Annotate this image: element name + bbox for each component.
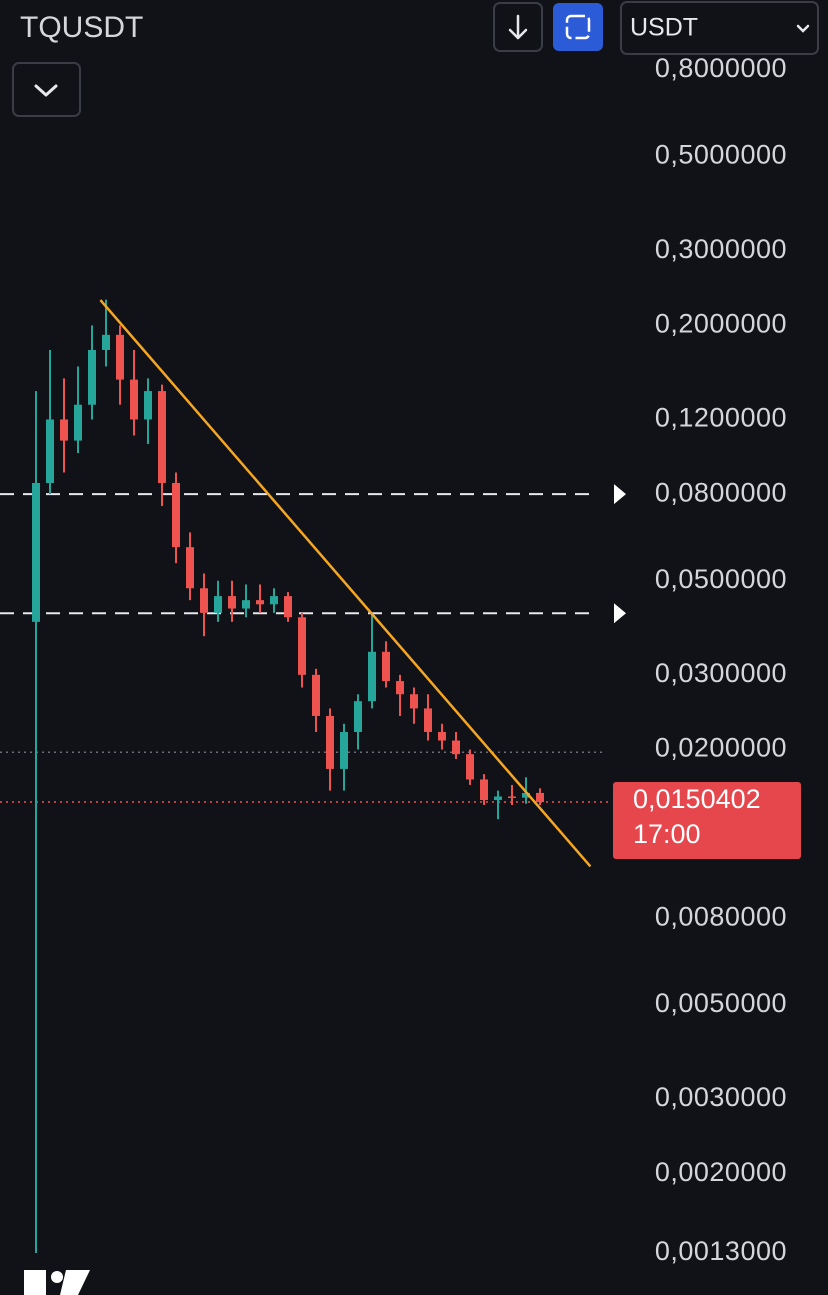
- candle-body: [130, 379, 138, 420]
- candle-body: [438, 731, 446, 741]
- candle-body: [522, 792, 530, 798]
- currency-select[interactable]: USDT: [620, 1, 819, 55]
- candle-body: [214, 596, 222, 613]
- arrow-icon: [508, 14, 528, 40]
- logo-part: [60, 1270, 90, 1295]
- plot-area: 0,8000000 0,5000000 0,3000000 0,2000000 0,12…: [0, 53, 801, 1266]
- candle-body: [480, 779, 488, 801]
- candle-body: [186, 547, 194, 589]
- y-tick-label: 0,1200000: [655, 403, 787, 433]
- candle-body: [354, 701, 362, 732]
- y-tick-label: 0,0050000: [655, 988, 787, 1018]
- candle-body: [410, 694, 418, 709]
- y-tick-label: 0,0030000: [655, 1082, 787, 1112]
- candle-body: [536, 792, 544, 803]
- candle-body: [116, 334, 124, 380]
- candle-body: [396, 681, 404, 695]
- candle-body: [298, 617, 306, 675]
- line-arrow: [614, 484, 626, 505]
- select-chevron: [796, 24, 810, 33]
- price-badge: [613, 782, 801, 860]
- price-badge-value: 0,0150402: [633, 784, 761, 814]
- candle-body: [508, 796, 516, 798]
- candle-body: [452, 740, 460, 755]
- candle-body: [368, 651, 376, 702]
- y-tick-label: 0,0500000: [655, 564, 787, 594]
- candle-body: [60, 419, 68, 441]
- candle-body: [144, 391, 152, 420]
- logo-part: [51, 1271, 63, 1283]
- y-tick-label: 0,3000000: [655, 234, 787, 264]
- symbol-title: TQUSDT: [20, 11, 143, 44]
- logo-part: [24, 1270, 46, 1295]
- candle-body: [200, 588, 208, 613]
- y-tick-label: 0,0800000: [655, 477, 787, 507]
- download-button[interactable]: [493, 2, 543, 52]
- candle-body: [88, 349, 96, 405]
- currency-label: USDT: [630, 14, 698, 42]
- y-tick-label: 0,0080000: [655, 901, 787, 931]
- candle-body: [494, 796, 502, 801]
- candle-body: [228, 596, 236, 609]
- candle-body: [340, 731, 348, 769]
- line-arrow: [614, 603, 626, 624]
- candle-body: [242, 600, 250, 609]
- y-tick-label: 0,0013000: [655, 1236, 787, 1266]
- candle-body: [158, 391, 166, 483]
- logo: [24, 1270, 90, 1295]
- trend-line: [99, 299, 592, 868]
- collapse-button[interactable]: [12, 62, 81, 117]
- y-tick-label: 0,8000000: [655, 53, 787, 83]
- chevron-icon: [34, 84, 58, 97]
- candle-body: [74, 404, 82, 441]
- candle-body: [382, 651, 390, 682]
- candle-body: [172, 482, 180, 548]
- candle-body: [270, 596, 278, 605]
- price-badge-countdown: 17:00: [633, 819, 701, 849]
- candle-body: [466, 754, 474, 780]
- candle-body: [312, 674, 320, 716]
- candle-body: [46, 419, 54, 483]
- collapse-button-frame[interactable]: [12, 62, 81, 117]
- candle-body: [256, 600, 264, 605]
- candle-body: [424, 708, 432, 732]
- y-tick-label: 0,5000000: [655, 140, 787, 170]
- scale-toggle-frame[interactable]: [553, 3, 603, 51]
- y-tick-label: 0,0300000: [655, 658, 787, 688]
- y-tick-label: 0,0200000: [655, 733, 787, 763]
- candle-body: [32, 482, 40, 622]
- candle-body: [284, 596, 292, 618]
- currency-select-frame[interactable]: [620, 1, 819, 55]
- candle-body: [326, 715, 334, 769]
- toggle-icon: [565, 14, 591, 40]
- y-tick-label: 0,2000000: [655, 309, 787, 339]
- y-tick-label: 0,0020000: [655, 1157, 787, 1187]
- scale-toggle[interactable]: [553, 3, 603, 51]
- candle-body: [102, 334, 110, 350]
